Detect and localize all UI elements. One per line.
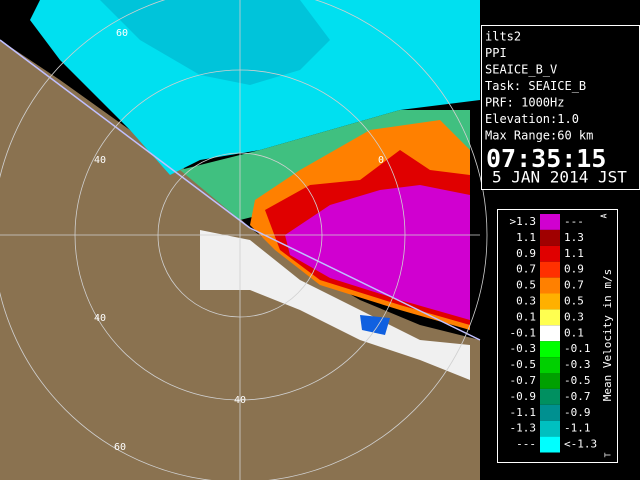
coastal-clutter <box>200 230 470 380</box>
legend-label-left: -0.3 <box>510 342 537 355</box>
info-panel: 07:35:15 5 JAN 2014 JST ilts2 PPI SEAICE_B… <box>485 30 627 187</box>
legend-label-right: 0.7 <box>564 279 584 292</box>
legend-label-right: 0.3 <box>564 310 584 323</box>
legend-label-left: 0.3 <box>516 294 536 307</box>
legend-label-right: 0.1 <box>564 326 584 339</box>
legend-title: Mean Velocity in m/s <box>601 269 614 401</box>
ring-label: 40 <box>94 155 106 166</box>
info-line: PRF: 1000Hz <box>485 96 564 110</box>
echo-blue <box>360 315 390 335</box>
legend-label-left: >1.3 <box>510 215 537 228</box>
legend-label-right: 0.5 <box>564 294 584 307</box>
legend-label-right: 1.1 <box>564 247 584 260</box>
info-line: Elevation:1.0 <box>485 112 579 126</box>
legend-label-left: 1.1 <box>516 231 536 244</box>
legend-label-left: -1.1 <box>510 406 537 419</box>
legend-swatch <box>540 309 560 326</box>
legend-swatch <box>540 293 560 310</box>
info-box <box>481 25 640 190</box>
legend-swatch <box>540 229 560 246</box>
ring-labels: 60 40 40 40 60 0 <box>94 28 384 453</box>
legend-label-right: -0.7 <box>564 390 591 403</box>
legend-label-left: -0.1 <box>510 326 537 339</box>
legend-label-right: -0.9 <box>564 406 591 419</box>
time: 07:35:15 <box>486 144 606 173</box>
legend-label-left: 0.9 <box>516 247 536 260</box>
ring-label: 60 <box>114 442 126 453</box>
ring-label: 40 <box>94 313 106 324</box>
echo-cyan-dark <box>100 0 330 85</box>
legend-swatch <box>540 341 560 358</box>
legend-label-right: <-1.3 <box>564 438 597 451</box>
legend: A T Mean Velocity in m/s >1.3 --- 1.1 1.3 0.… <box>510 213 615 457</box>
legend-label-left: 0.1 <box>516 310 536 323</box>
ring-label: 60 <box>116 28 128 39</box>
echo-magenta <box>285 185 470 320</box>
legend-label-left: -0.5 <box>510 358 537 371</box>
info-line: Max Range:60 km <box>485 129 593 143</box>
coastline <box>249 227 481 341</box>
legend-label-right: -0.1 <box>564 342 591 355</box>
legend-label-right: 0.9 <box>564 263 584 276</box>
range-ring <box>0 0 488 480</box>
legend-label-left: -0.7 <box>510 374 537 387</box>
legend-label-left: 0.7 <box>516 263 536 276</box>
coastline <box>0 39 251 229</box>
legend-swatch <box>540 357 560 373</box>
legend-label-right: -0.5 <box>564 374 591 387</box>
legend-swatch <box>540 420 560 437</box>
legend-label-left: --- <box>516 438 536 451</box>
legend-swatch <box>540 245 560 262</box>
legend-swatch <box>540 325 560 342</box>
ring-label: 0 <box>378 155 384 166</box>
info-line: ilts2 <box>485 30 521 44</box>
legend-swatch <box>540 388 560 405</box>
legend-swatch <box>540 261 560 278</box>
info-line: PPI <box>485 46 507 60</box>
ring-label: 40 <box>234 395 246 406</box>
legend-swatch <box>540 214 560 230</box>
legend-label-right: 1.3 <box>564 231 584 244</box>
legend-label-left: -1.3 <box>510 422 537 435</box>
date: 5 JAN 2014 JST <box>492 168 627 187</box>
echo-cyan <box>30 0 480 175</box>
legend-swatch <box>540 277 560 294</box>
legend-swatch <box>540 436 560 453</box>
legend-label-right: --- <box>564 215 584 228</box>
map: 60 40 40 40 60 0 <box>0 0 488 480</box>
range-rings <box>0 0 488 480</box>
legend-mark: T <box>604 452 613 457</box>
legend-label-right: -1.1 <box>564 422 591 435</box>
legend-label-right: -0.3 <box>564 358 591 371</box>
legend-label-left: 0.5 <box>516 279 536 292</box>
legend-swatch <box>540 404 560 421</box>
info-line: SEAICE_B_V <box>485 63 557 77</box>
legend-mark: A <box>600 213 609 218</box>
legend-swatch <box>540 373 560 389</box>
legend-label-left: -0.9 <box>510 390 537 403</box>
info-line: Task: SEAICE_B <box>485 79 586 93</box>
